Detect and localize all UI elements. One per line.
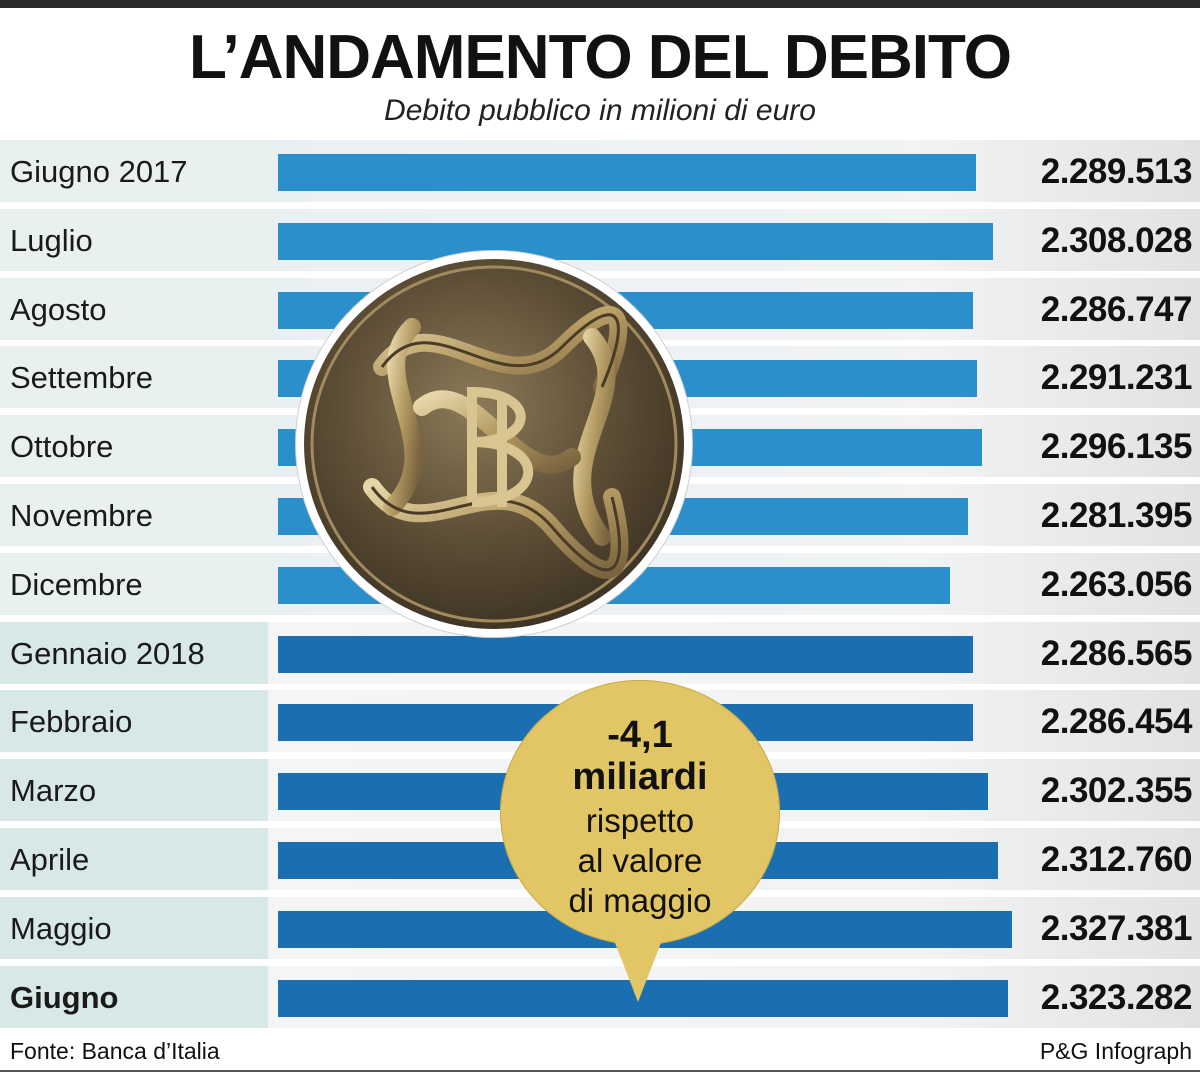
bar — [278, 635, 973, 673]
chart-row: Giugno 2017 2.289.513 — [0, 140, 1200, 202]
category-label: Febbraio — [10, 704, 133, 740]
value-label: 2.296.135 — [1040, 427, 1193, 467]
category-label: Giugno 2017 — [10, 154, 188, 189]
row-label-background — [0, 759, 268, 822]
chart-row: Giugno 2.323.282 — [0, 965, 1200, 1028]
value-label: 2.302.355 — [1040, 771, 1193, 811]
value-label: 2.312.760 — [1040, 840, 1193, 879]
value-label: 2.286.565 — [1040, 633, 1193, 673]
callout-line-2: al valore — [577, 842, 703, 879]
row-label-background — [0, 277, 268, 340]
category-label: Settembre — [10, 360, 154, 396]
row-label-background — [0, 552, 268, 615]
credit-note: P&G Infograph — [1039, 1038, 1192, 1064]
row-label-background — [0, 828, 268, 890]
category-label: Ottobre — [10, 429, 114, 465]
category-label: Novembre — [10, 498, 153, 533]
row-label-background — [0, 965, 268, 1028]
value-label: 2.289.513 — [1040, 152, 1193, 191]
source-note: Fonte: Banca d’Italia — [10, 1038, 220, 1064]
chart-row: Luglio 2.308.028 — [0, 208, 1200, 271]
chart-row: Marzo 2.302.355 — [0, 759, 1200, 822]
top-rule — [0, 0, 1200, 8]
callout-line-1: rispetto — [585, 802, 695, 839]
value-label: 2.286.454 — [1040, 702, 1193, 742]
category-label: Giugno — [10, 979, 119, 1015]
category-label: Agosto — [10, 291, 107, 327]
row-label-background — [0, 140, 268, 202]
bottom-rule — [0, 1070, 1200, 1072]
value-label: 2.323.282 — [1040, 977, 1193, 1017]
chart-subtitle: Debito pubblico in milioni di euro — [384, 94, 816, 127]
row-label-background — [0, 896, 268, 959]
value-label: 2.263.056 — [1040, 564, 1193, 604]
category-label: Gennaio 2018 — [10, 635, 205, 671]
bar-chart: Giugno 2017 2.289.513 Luglio 2.308.028 Agost… — [0, 140, 1200, 1032]
callout-unit: miliardi — [572, 756, 708, 798]
bar — [278, 154, 976, 191]
row-label-background — [0, 346, 268, 409]
callout-value: -4,1 — [607, 714, 673, 756]
row-label-background — [0, 208, 268, 271]
chart-row: Gennaio 2018 2.286.565 — [0, 621, 1200, 684]
row-label-background — [0, 415, 268, 478]
value-label: 2.281.395 — [1040, 496, 1193, 535]
value-label: 2.286.747 — [1040, 289, 1193, 329]
callout-line-3: di maggio — [568, 882, 712, 919]
value-label: 2.327.381 — [1040, 908, 1193, 948]
category-label: Aprile — [10, 842, 90, 877]
callout-pointer — [610, 930, 666, 1002]
difference-callout: -4,1 miliardi rispetto al valore di magg… — [500, 680, 780, 945]
row-label-background — [0, 690, 268, 753]
chart-title: L’ANDAMENTO DEL DEBITO — [189, 23, 1012, 92]
category-label: Luglio — [10, 222, 93, 258]
category-label: Dicembre — [10, 566, 143, 602]
bar — [278, 222, 994, 260]
value-label: 2.291.231 — [1040, 358, 1193, 398]
row-label-background — [0, 621, 268, 684]
category-label: Marzo — [10, 773, 97, 809]
value-label: 2.308.028 — [1040, 220, 1193, 260]
banca-d-italia-seal-icon — [296, 251, 692, 637]
category-label: Maggio — [10, 910, 112, 946]
row-label-background — [0, 484, 268, 546]
